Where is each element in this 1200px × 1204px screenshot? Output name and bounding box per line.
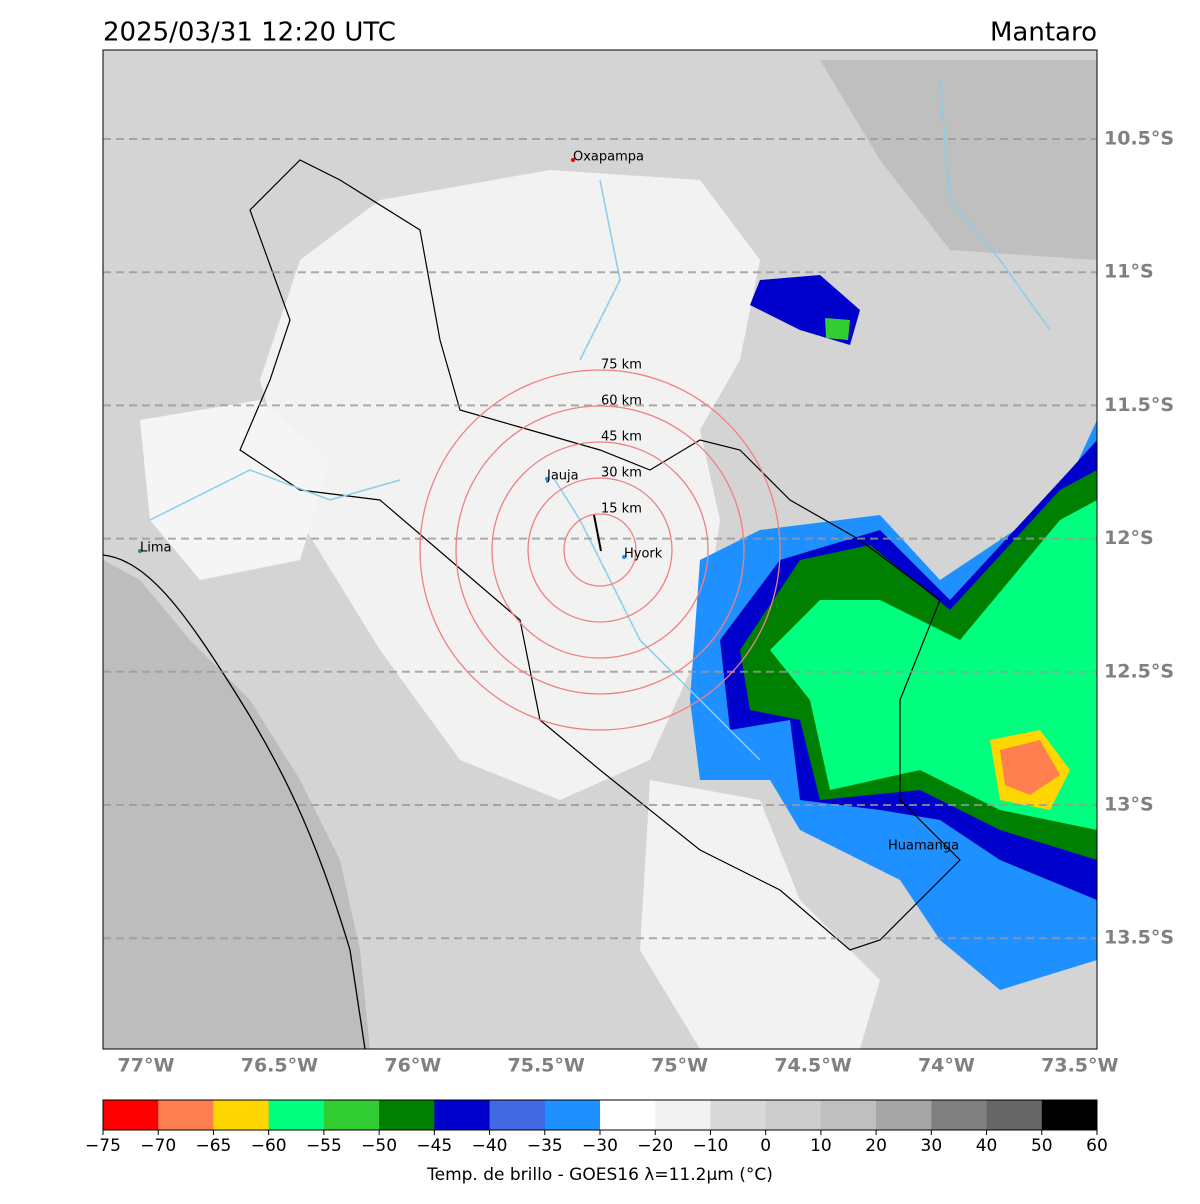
lon-label: 77°W [118, 1055, 175, 1077]
range-ring [491, 441, 709, 659]
place-marker [571, 158, 575, 162]
colorbar-swatch [1041, 1100, 1098, 1130]
colorbar-swatch [213, 1100, 270, 1130]
radar-beam [593, 514, 602, 552]
range-ring [455, 405, 745, 695]
colorbar-swatch [600, 1100, 656, 1130]
colorbar-swatch [379, 1100, 435, 1130]
range-ring [527, 477, 673, 623]
lon-label: 76.5°W [241, 1055, 318, 1077]
colorbar-swatch [103, 1100, 159, 1130]
colorbar-tick-label: 30 [921, 1136, 943, 1156]
colorbar-label: Temp. de brillo - GOES16 λ=11.2μm (°C) [426, 1165, 773, 1185]
place-marker [138, 549, 142, 553]
lon-label: 75.5°W [508, 1055, 585, 1077]
colorbar-tick-label: 40 [976, 1136, 998, 1156]
region-name: Mantaro [990, 18, 1097, 48]
place-label: Oxapampa [573, 150, 644, 165]
colorbar-tick-label: −35 [527, 1136, 563, 1156]
colorbar-swatch [986, 1100, 1043, 1130]
colorbar-tick-label: −45 [416, 1136, 452, 1156]
colorbar-swatch [931, 1100, 988, 1130]
lon-label: 74°W [918, 1055, 975, 1077]
colorbar-swatch [268, 1100, 325, 1130]
colorbar-tick-label: −30 [582, 1136, 618, 1156]
colorbar-swatch [323, 1100, 380, 1130]
colorbar-swatch [655, 1100, 711, 1130]
lat-label: 11.5°S [1104, 394, 1174, 416]
colorbar-tick-label: 60 [1086, 1136, 1108, 1156]
colorbar-tick-label: −40 [472, 1136, 508, 1156]
range-ring [419, 369, 781, 731]
places: Oxapampa Jauja Lima Hyork Huamanga [138, 150, 959, 854]
place-marker [545, 477, 549, 481]
colorbar-swatch [489, 1100, 546, 1130]
lat-label: 13°S [1104, 794, 1154, 816]
title: 2025/03/31 12:20 UTC [103, 18, 396, 48]
place-label: Huamanga [888, 839, 959, 854]
colorbar-swatch [876, 1100, 932, 1130]
colorbar-tick-label: −55 [306, 1136, 342, 1156]
place-label: Lima [140, 541, 171, 556]
range-ring-label: 15 km [601, 502, 642, 517]
colorbar: −75 −70 −65 −60 −55 −50 −45 −40 −35 −30 −20 −10 0 10 2… [85, 1099, 1108, 1156]
colorbar-swatch [434, 1100, 491, 1130]
colorbar-swatch [158, 1100, 214, 1130]
colorbar-swatch [820, 1100, 877, 1130]
range-ring-label: 75 km [601, 358, 642, 373]
range-rings: 15 km 30 km 45 km 60 km 75 km [419, 358, 781, 731]
satellite-image [103, 50, 1097, 1049]
colorbar-swatch [765, 1100, 822, 1130]
range-ring-label: 30 km [601, 466, 642, 481]
colorbar-tick-label: −20 [637, 1136, 673, 1156]
colorbar-swatch [544, 1100, 601, 1130]
colorbar-tick-label: −75 [85, 1136, 121, 1156]
colorbar-tick-label: −50 [361, 1136, 397, 1156]
lon-label: 74.5°W [774, 1055, 851, 1077]
place-label: Jauja [546, 469, 579, 484]
colorbar-tick-label: 10 [810, 1136, 832, 1156]
lon-label: 73.5°W [1041, 1055, 1118, 1077]
lat-label: 11°S [1104, 261, 1154, 283]
colorbar-tick-label: −60 [251, 1136, 287, 1156]
lat-label: 12°S [1104, 527, 1154, 549]
range-ring-label: 60 km [601, 394, 642, 409]
lat-label: 12.5°S [1104, 660, 1174, 682]
lon-label: 76°W [384, 1055, 441, 1077]
colorbar-swatch [710, 1100, 767, 1130]
lon-label: 75°W [651, 1055, 708, 1077]
colorbar-tick-label: 0 [760, 1136, 771, 1156]
colorbar-tick-label: −65 [195, 1136, 231, 1156]
lat-label: 13.5°S [1104, 927, 1174, 949]
colorbar-tick-label: 20 [865, 1136, 887, 1156]
colorbar-tick-label: −10 [692, 1136, 728, 1156]
place-marker [622, 555, 626, 559]
place-label: Hyork [624, 547, 663, 562]
range-ring [563, 513, 637, 587]
colorbar-tick-label: −70 [140, 1136, 176, 1156]
map-frame [102, 49, 1098, 1050]
colorbar-tick-label: 50 [1031, 1136, 1053, 1156]
lat-label: 10.5°S [1104, 128, 1174, 150]
range-ring-label: 45 km [601, 430, 642, 445]
